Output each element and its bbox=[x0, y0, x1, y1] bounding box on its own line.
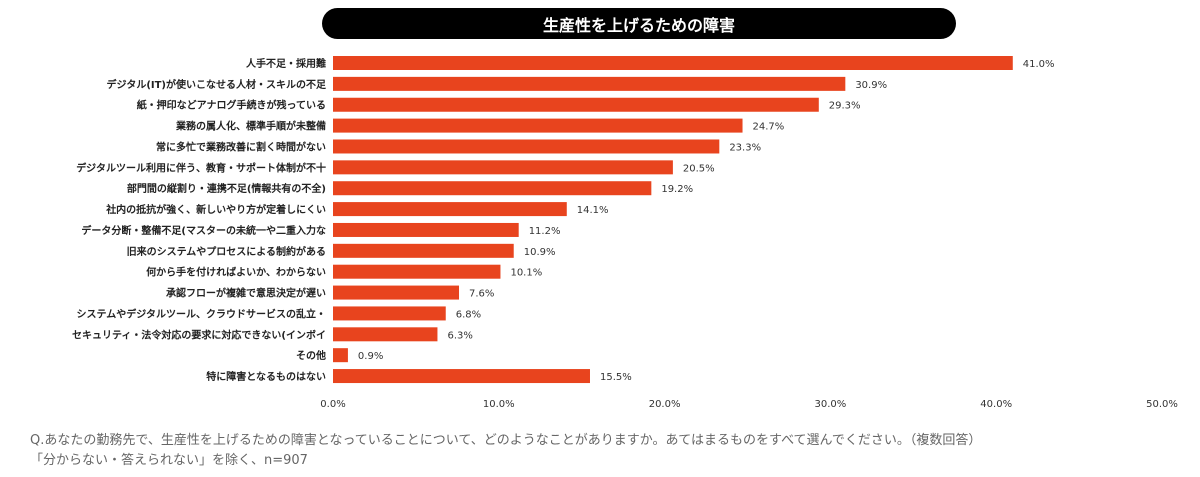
data-label: 11.2% bbox=[529, 226, 561, 237]
bar bbox=[333, 222, 519, 237]
bar bbox=[333, 369, 590, 384]
data-label: 10.1% bbox=[510, 268, 542, 279]
data-label: 23.3% bbox=[729, 142, 761, 153]
category-label: 承認フローが複雑で意思決定が遅い bbox=[166, 287, 326, 300]
chart-title: 生産性を上げるための障害 bbox=[322, 8, 956, 39]
bar bbox=[333, 264, 501, 279]
bar bbox=[333, 118, 743, 133]
data-label: 14.1% bbox=[577, 205, 609, 216]
x-tick-label: 10.0% bbox=[483, 399, 515, 410]
category-label: システムやデジタルツール、クラウドサービスの乱立・ bbox=[77, 307, 327, 320]
data-label: 19.2% bbox=[661, 184, 693, 195]
category-label: デジタル(IT)が使いこなせる人材・スキルの不足 bbox=[107, 78, 327, 91]
bar bbox=[333, 348, 348, 363]
bar bbox=[333, 306, 446, 321]
category-label: 紙・押印などアナログ手続きが残っている bbox=[137, 99, 326, 112]
data-label: 6.8% bbox=[456, 309, 481, 320]
x-tick-label: 40.0% bbox=[980, 399, 1012, 410]
bar-chart: 人手不足・採用難 41.0% デジタル(IT)が使いこなせる人材・スキルの不足 30.… bbox=[72, 56, 1178, 410]
data-label: 0.9% bbox=[358, 351, 383, 362]
data-label: 7.6% bbox=[469, 289, 494, 300]
category-label: データ分断・整備不足(マスターの未統一や二重入力な bbox=[81, 224, 326, 237]
category-label: 人手不足・採用難 bbox=[246, 57, 326, 70]
data-label: 10.9% bbox=[524, 247, 556, 258]
footnote-sample: 「分からない・答えられない」を除く、n=907 bbox=[30, 453, 308, 468]
category-label: セキュリティ・法令対応の要求に対応できない(インボイ bbox=[72, 328, 326, 341]
bar bbox=[333, 139, 720, 154]
bar bbox=[333, 285, 460, 300]
bar bbox=[333, 243, 514, 258]
x-tick-label: 50.0% bbox=[1146, 399, 1178, 410]
data-label: 29.3% bbox=[829, 101, 861, 112]
data-label: 41.0% bbox=[1023, 59, 1055, 70]
x-tick-label: 20.0% bbox=[649, 399, 681, 410]
x-tick-label: 0.0% bbox=[320, 399, 345, 410]
data-label: 30.9% bbox=[855, 80, 887, 91]
category-label: 社内の抵抗が強く、新しいやり方が定着しにくい bbox=[105, 203, 326, 216]
category-label: 何から手を付ければよいか、わからない bbox=[146, 266, 326, 279]
bar bbox=[333, 202, 567, 217]
category-label: 常に多忙で業務改善に割く時間がない bbox=[156, 140, 326, 153]
bar bbox=[333, 327, 438, 342]
category-label: 旧来のシステムやプロセスによる制約がある bbox=[127, 245, 326, 258]
category-label: その他 bbox=[296, 349, 326, 362]
category-label: 部門間の縦割り・連携不足(情報共有の不全) bbox=[127, 182, 326, 195]
data-label: 15.5% bbox=[600, 372, 632, 383]
x-tick-label: 30.0% bbox=[815, 399, 847, 410]
category-label: 業務の属人化、標準手順が未整備 bbox=[175, 120, 326, 133]
bar bbox=[333, 181, 652, 196]
data-label: 6.3% bbox=[447, 330, 472, 341]
category-label: 特に障害となるものはない bbox=[206, 370, 326, 383]
bar bbox=[333, 97, 819, 112]
footnote-question: Q.あなたの勤務先で、生産性を上げるための障害となっていることについて、どのよう… bbox=[30, 433, 982, 448]
data-label: 24.7% bbox=[753, 122, 785, 133]
bar bbox=[333, 160, 673, 175]
data-label: 20.5% bbox=[683, 163, 715, 174]
category-label: デジタルツール利用に伴う、教育・サポート体制が不十 bbox=[76, 161, 326, 174]
bar bbox=[333, 56, 1013, 70]
bar bbox=[333, 76, 846, 91]
